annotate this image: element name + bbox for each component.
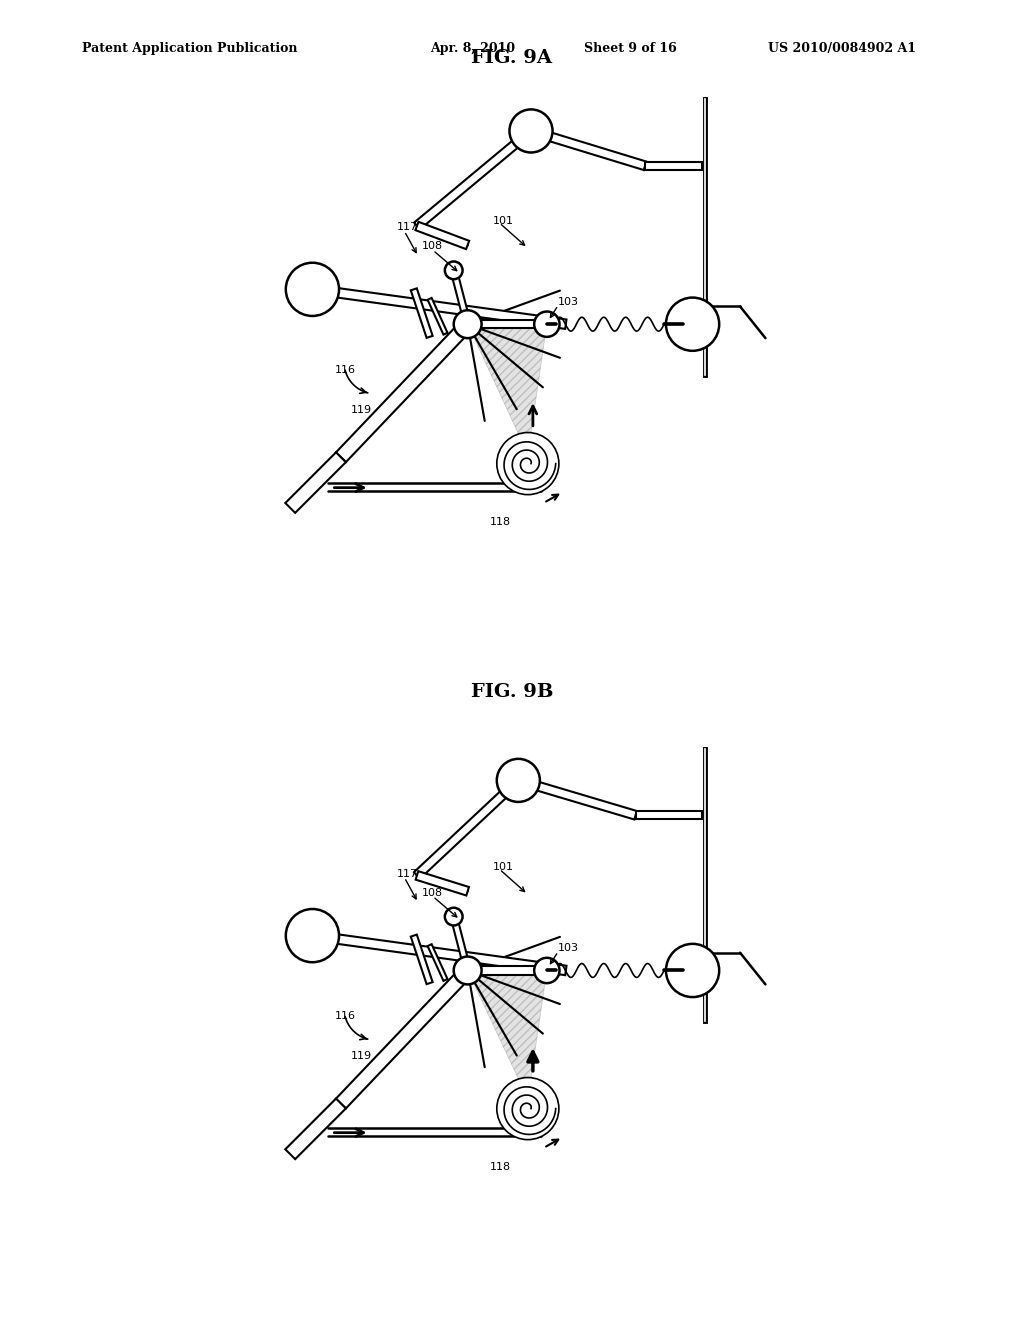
Circle shape xyxy=(454,310,481,338)
Text: 116: 116 xyxy=(335,1011,355,1022)
Text: 108: 108 xyxy=(422,242,443,251)
Text: 108: 108 xyxy=(422,887,443,898)
Polygon shape xyxy=(414,777,521,879)
Text: Apr. 8, 2010: Apr. 8, 2010 xyxy=(430,42,515,55)
Text: US 2010/0084902 A1: US 2010/0084902 A1 xyxy=(768,42,916,55)
Polygon shape xyxy=(517,776,637,820)
Polygon shape xyxy=(416,222,469,249)
Circle shape xyxy=(535,312,559,337)
Polygon shape xyxy=(416,871,469,895)
Polygon shape xyxy=(451,916,471,972)
Text: Patent Application Publication: Patent Application Publication xyxy=(82,42,297,55)
Text: 101: 101 xyxy=(493,216,514,226)
Text: 117: 117 xyxy=(396,869,418,879)
Circle shape xyxy=(444,261,463,280)
Polygon shape xyxy=(336,319,473,462)
Text: Sheet 9 of 16: Sheet 9 of 16 xyxy=(584,42,677,55)
Polygon shape xyxy=(468,325,547,454)
Polygon shape xyxy=(645,162,702,169)
Text: 103: 103 xyxy=(558,944,580,953)
Text: 119: 119 xyxy=(350,1051,372,1061)
Text: 103: 103 xyxy=(558,297,580,308)
Circle shape xyxy=(666,944,719,997)
Polygon shape xyxy=(468,319,547,329)
Circle shape xyxy=(510,110,553,153)
Circle shape xyxy=(497,1077,559,1139)
Polygon shape xyxy=(311,285,566,329)
Text: 118: 118 xyxy=(489,1162,511,1172)
Polygon shape xyxy=(311,931,566,975)
Polygon shape xyxy=(286,1098,346,1159)
Text: FIG. 9A: FIG. 9A xyxy=(471,49,553,67)
Text: 119: 119 xyxy=(350,405,372,414)
Circle shape xyxy=(497,433,559,495)
Circle shape xyxy=(444,908,463,925)
Circle shape xyxy=(535,958,559,983)
Polygon shape xyxy=(286,453,346,513)
Polygon shape xyxy=(636,812,702,818)
Circle shape xyxy=(454,957,481,985)
Polygon shape xyxy=(336,966,473,1109)
Circle shape xyxy=(286,263,339,315)
Text: 116: 116 xyxy=(335,364,355,375)
Text: 118: 118 xyxy=(489,517,511,527)
Polygon shape xyxy=(414,128,534,230)
Polygon shape xyxy=(411,935,432,985)
Text: 117: 117 xyxy=(396,222,418,232)
Circle shape xyxy=(286,909,339,962)
Polygon shape xyxy=(529,127,646,170)
Polygon shape xyxy=(411,288,432,338)
Polygon shape xyxy=(428,298,447,334)
Circle shape xyxy=(497,759,540,803)
Polygon shape xyxy=(428,944,447,981)
Polygon shape xyxy=(451,269,471,325)
Text: 101: 101 xyxy=(493,862,514,873)
Polygon shape xyxy=(468,966,547,974)
Polygon shape xyxy=(468,970,547,1100)
Circle shape xyxy=(666,297,719,351)
Text: FIG. 9B: FIG. 9B xyxy=(471,682,553,701)
